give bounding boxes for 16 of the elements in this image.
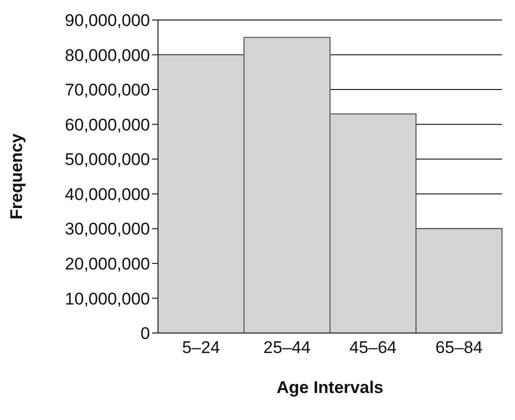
y-tick-label: 30,000,000: [64, 220, 150, 239]
x-tick-label: 25–44: [263, 338, 311, 358]
y-tick-label: 90,000,000: [64, 11, 150, 30]
y-tick-label: 50,000,000: [64, 150, 150, 170]
y-tick-label: 10,000,000: [64, 289, 150, 308]
y-tick-label: 20,000,000: [64, 254, 150, 274]
x-axis-title: Age Intervals: [276, 378, 384, 397]
x-tick-label: 45–64: [349, 338, 397, 358]
y-tick-label: 80,000,000: [64, 46, 150, 65]
y-tick-label: 70,000,000: [64, 80, 150, 100]
x-tick-label: 65–84: [435, 338, 483, 358]
x-tick-label: 5–24: [182, 338, 220, 358]
y-tick-label: 60,000,000: [64, 115, 150, 134]
y-axis-title: Frequency: [7, 132, 26, 220]
y-tick-label: 40,000,000: [64, 184, 150, 204]
y-tick-label: 0: [140, 324, 150, 344]
